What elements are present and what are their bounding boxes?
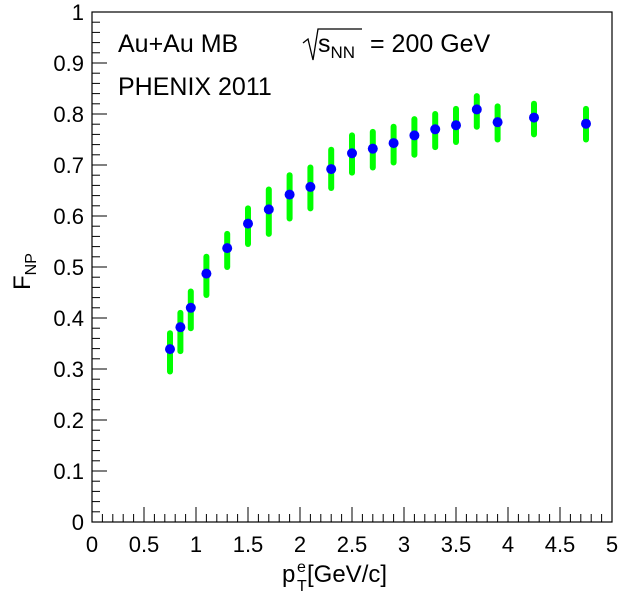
data-point [175, 322, 186, 333]
annotation-line1: Au+Au MB [118, 30, 238, 58]
x-label-rest: [GeV/c] [307, 561, 387, 588]
data-point [581, 118, 591, 129]
data-point [243, 218, 253, 229]
data-point [222, 243, 233, 254]
annotation-line2: PHENIX 2011 [118, 73, 272, 101]
x-label-sup: e [297, 559, 306, 576]
y-tick-label: 0.3 [53, 357, 84, 382]
data-point [409, 130, 420, 141]
y-tick-label: 0 [72, 510, 84, 535]
axis-ticks [91, 11, 613, 523]
y-tick-label: 0.1 [53, 459, 84, 484]
y-tick-label: 0.6 [53, 204, 84, 229]
data-point [305, 181, 316, 192]
y-label-main: F [9, 275, 36, 290]
x-tick-label: 4 [502, 532, 514, 557]
x-tick-label: 4.5 [545, 532, 576, 557]
data-point [347, 148, 357, 159]
y-tick-label: 0.4 [53, 306, 84, 331]
y-tick-label: 0.8 [53, 102, 84, 127]
x-tick-label: 3 [398, 532, 410, 557]
y-tick-label: 0.2 [53, 408, 84, 433]
data-point [471, 104, 482, 115]
data-point [185, 302, 196, 313]
x-tick-label: 2.5 [337, 532, 368, 557]
data-point [492, 117, 503, 128]
data-points [165, 104, 591, 355]
tick-labels: 0 0.5 1 1.5 2 2.5 3 3.5 4 4.5 5 0 0.1 0.2 0.3 0.4 0.5 0.6… [53, 0, 618, 557]
y-tick-label: 0.5 [53, 255, 84, 280]
x-tick-label: 3.5 [441, 532, 472, 557]
x-tick-label: 1 [190, 532, 202, 557]
data-point [529, 112, 539, 123]
data-point [165, 344, 175, 355]
x-axis-label: p [282, 561, 295, 588]
x-tick-label: 1.5 [233, 532, 264, 557]
x-label-main: p [282, 561, 295, 588]
y-label-sub: NP [23, 253, 40, 275]
x-tick-label: 5 [606, 532, 618, 557]
sqrt-subscript: NN [331, 43, 356, 62]
y-tick-label: 0.9 [53, 51, 84, 76]
data-point [451, 120, 461, 131]
x-tick-label: 2 [294, 532, 306, 557]
sqrt-sign [302, 28, 362, 61]
data-point [263, 204, 274, 215]
annotation-suffix: = 200 GeV [370, 30, 491, 58]
data-point [388, 138, 399, 149]
data-point [367, 143, 378, 154]
annotation-prefix: Au+Au MB [118, 30, 238, 58]
y-tick-label: 0.7 [53, 153, 84, 178]
data-point [201, 268, 212, 279]
annotation-sqrt: sNN [318, 30, 355, 62]
data-point [284, 189, 295, 200]
x-tick-label: 0.5 [129, 532, 160, 557]
y-tick-label: 1 [72, 0, 84, 25]
data-point [326, 164, 337, 175]
sqrt-variable: s [318, 30, 331, 58]
y-axis-label: FNP [9, 253, 40, 290]
data-point [430, 124, 441, 135]
x-label-sub: T [297, 578, 307, 595]
x-tick-label: 0 [86, 532, 98, 557]
